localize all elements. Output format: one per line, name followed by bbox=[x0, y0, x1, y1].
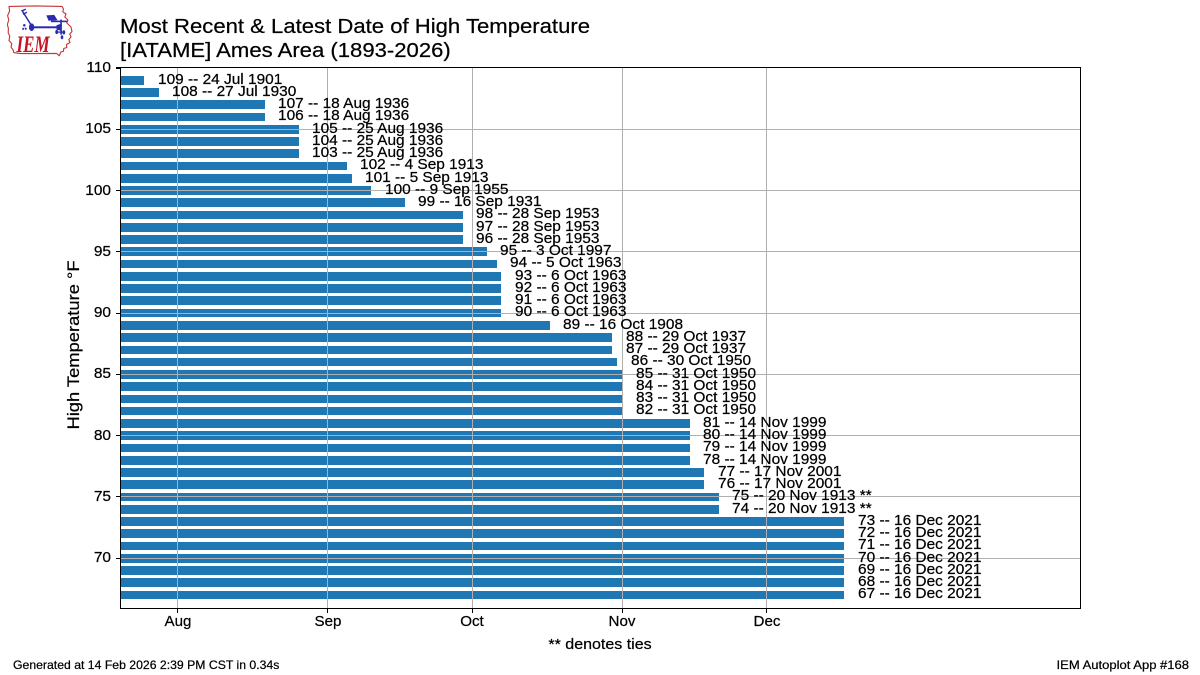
svg-text:IEM: IEM bbox=[16, 33, 51, 58]
